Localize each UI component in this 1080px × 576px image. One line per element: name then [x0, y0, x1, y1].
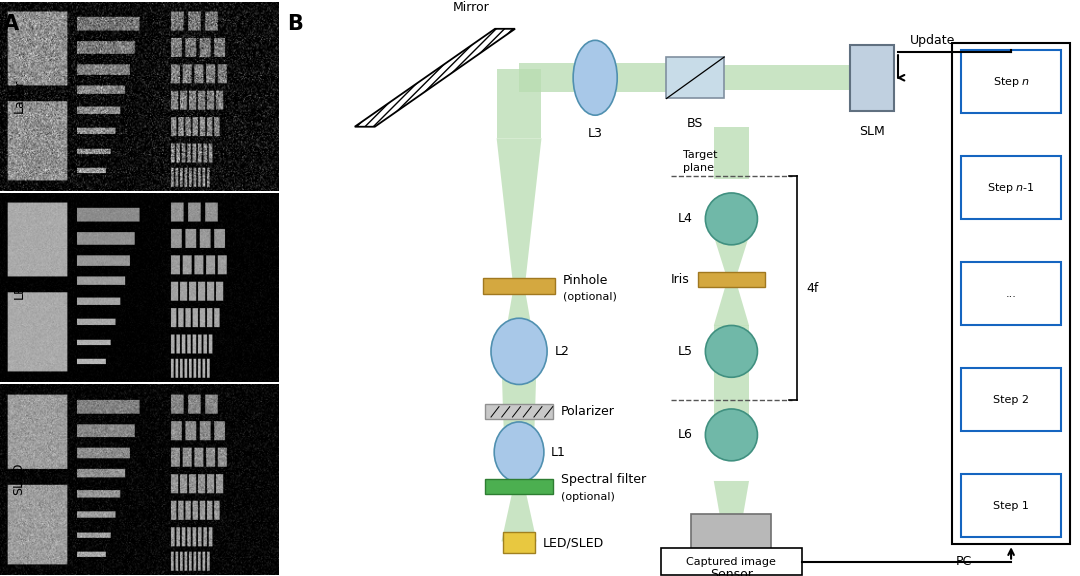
Text: Step $n$-1: Step $n$-1: [987, 181, 1035, 195]
Polygon shape: [501, 288, 537, 357]
Text: A: A: [3, 14, 19, 35]
Bar: [503, 532, 535, 553]
Polygon shape: [696, 65, 892, 90]
Text: Captured image: Captured image: [687, 556, 777, 567]
Text: (optional): (optional): [563, 291, 617, 302]
Polygon shape: [714, 127, 750, 179]
Text: 4f: 4f: [807, 282, 819, 294]
Text: Step 2: Step 2: [994, 395, 1029, 405]
Text: BS: BS: [687, 117, 703, 130]
Bar: [951, 43, 1070, 544]
Text: LED: LED: [12, 275, 25, 299]
Ellipse shape: [705, 325, 757, 377]
Text: Laser: Laser: [12, 78, 25, 113]
Ellipse shape: [705, 409, 757, 461]
Polygon shape: [714, 325, 750, 374]
Text: SLED: SLED: [12, 463, 25, 495]
Polygon shape: [714, 481, 750, 527]
Polygon shape: [501, 357, 537, 412]
Text: B: B: [286, 14, 302, 35]
Bar: [961, 474, 1061, 537]
Text: PC: PC: [956, 555, 972, 568]
Polygon shape: [714, 236, 750, 279]
Polygon shape: [497, 138, 541, 288]
Ellipse shape: [705, 193, 757, 245]
Text: Spectral filter: Spectral filter: [561, 473, 646, 486]
Text: Mirror: Mirror: [453, 1, 489, 14]
Text: L1: L1: [551, 446, 566, 458]
Text: Update: Update: [909, 34, 955, 47]
Polygon shape: [497, 69, 541, 138]
Text: L3: L3: [588, 127, 603, 140]
Text: ...: ...: [1005, 289, 1016, 299]
Ellipse shape: [573, 40, 617, 115]
Polygon shape: [504, 452, 534, 487]
Bar: [485, 479, 553, 494]
Bar: [661, 548, 801, 575]
Text: Iris: Iris: [671, 273, 690, 286]
Bar: [961, 156, 1061, 219]
Polygon shape: [714, 374, 750, 435]
Ellipse shape: [495, 422, 544, 483]
Polygon shape: [503, 412, 535, 452]
Polygon shape: [714, 279, 750, 325]
Text: L2: L2: [555, 345, 570, 358]
Bar: [485, 404, 553, 419]
Bar: [961, 50, 1061, 113]
Bar: [666, 57, 725, 98]
Text: SLM: SLM: [859, 125, 885, 138]
Text: Target
plane: Target plane: [684, 150, 718, 173]
Polygon shape: [501, 487, 537, 541]
Text: LED/SLED: LED/SLED: [543, 536, 605, 549]
Bar: [850, 45, 893, 111]
Text: L5: L5: [678, 345, 693, 358]
Bar: [691, 514, 771, 558]
Text: (optional): (optional): [561, 492, 615, 502]
Text: Polarizer: Polarizer: [561, 406, 615, 418]
Text: Step $n$: Step $n$: [993, 75, 1029, 89]
Text: Pinhole: Pinhole: [563, 274, 608, 287]
Bar: [961, 262, 1061, 325]
Ellipse shape: [491, 318, 548, 385]
Bar: [698, 272, 765, 287]
Text: L6: L6: [678, 429, 693, 441]
Bar: [483, 278, 555, 294]
Text: L4: L4: [678, 213, 693, 225]
Polygon shape: [519, 63, 696, 92]
Polygon shape: [354, 29, 515, 127]
Text: Sensor: Sensor: [710, 568, 753, 576]
Text: Step 1: Step 1: [994, 501, 1029, 511]
Bar: [961, 368, 1061, 431]
